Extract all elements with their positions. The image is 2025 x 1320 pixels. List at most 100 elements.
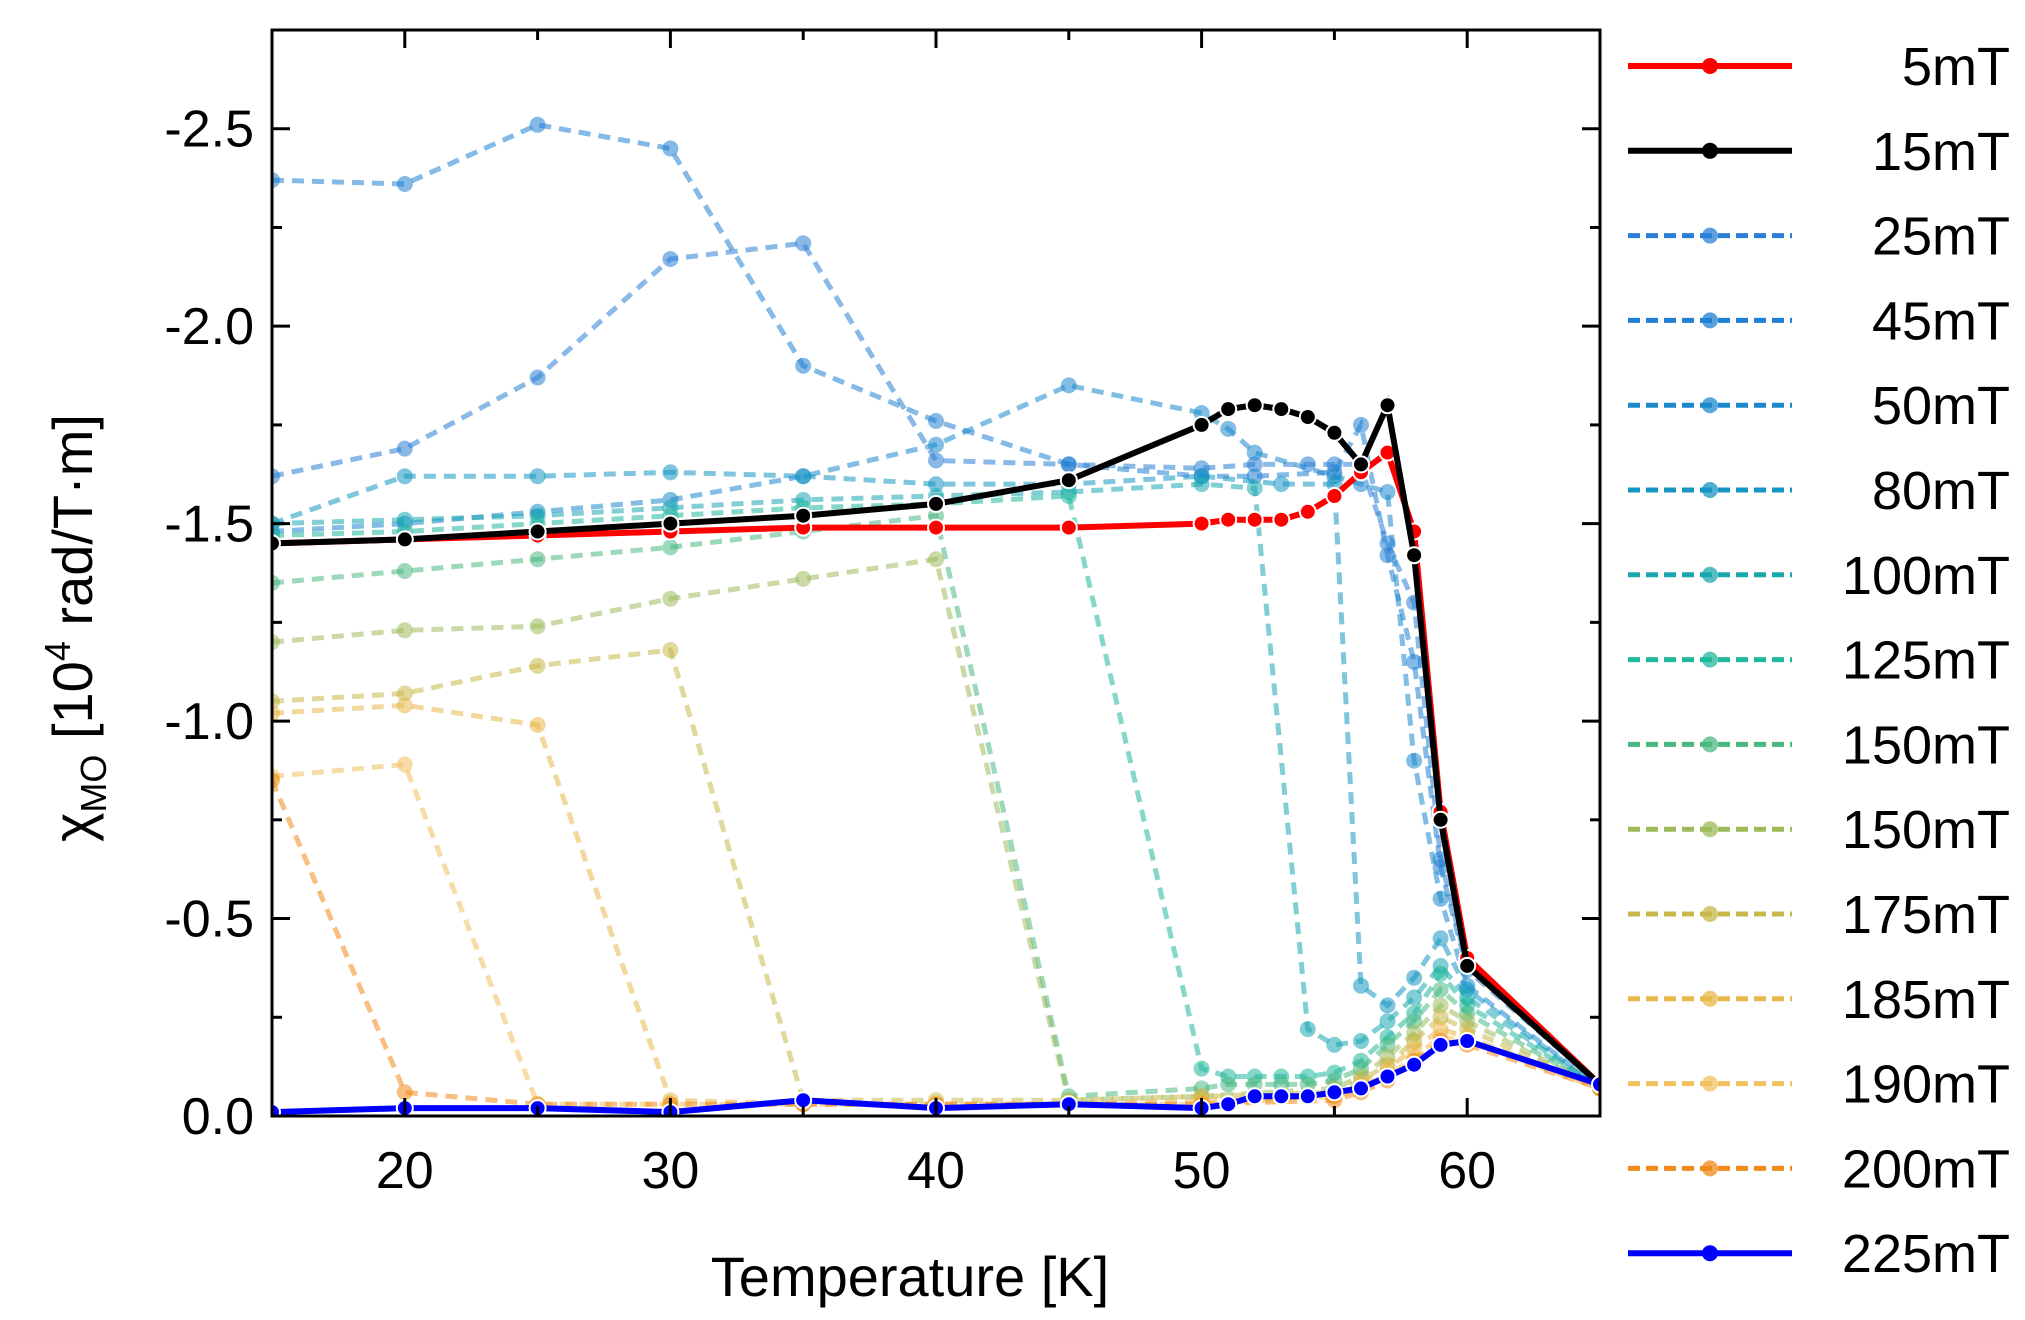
legend-marker bbox=[1702, 397, 1718, 414]
legend-marker bbox=[1702, 566, 1718, 583]
data-point bbox=[1245, 510, 1264, 529]
data-point bbox=[1272, 400, 1291, 419]
data-point bbox=[1432, 859, 1449, 876]
legend-item-50mT: 50mT bbox=[1628, 376, 2010, 436]
data-point bbox=[1591, 1075, 1600, 1094]
data-point bbox=[1192, 415, 1211, 434]
legend-item-15mT: 15mT bbox=[1628, 122, 2010, 182]
data-point bbox=[1245, 396, 1264, 415]
data-point bbox=[272, 1103, 281, 1116]
legend-marker bbox=[1702, 227, 1718, 244]
data-point bbox=[1406, 752, 1423, 769]
legend-item-190mT: 190mT bbox=[1628, 1055, 2010, 1115]
legend-label: 100mT bbox=[1842, 546, 2010, 606]
data-point bbox=[396, 511, 413, 528]
legend-label: 15mT bbox=[1872, 122, 2010, 182]
data-point bbox=[1353, 1033, 1369, 1049]
legend-marker bbox=[1702, 651, 1718, 668]
legend-label: 125mT bbox=[1842, 631, 2010, 691]
data-point bbox=[1298, 502, 1317, 521]
data-point bbox=[1060, 488, 1077, 504]
series-line bbox=[272, 702, 1600, 1107]
data-point bbox=[1353, 416, 1369, 433]
data-point bbox=[794, 1091, 813, 1110]
data-point bbox=[1379, 547, 1396, 564]
data-point bbox=[1406, 969, 1423, 986]
series-15mT bbox=[272, 395, 1600, 1094]
data-point bbox=[928, 436, 944, 453]
data-point bbox=[1431, 810, 1450, 829]
series-layer bbox=[272, 116, 1600, 1116]
y-axis-exponent: 4 bbox=[37, 641, 78, 661]
data-point bbox=[795, 357, 812, 374]
data-point bbox=[1378, 1067, 1397, 1086]
data-point bbox=[1298, 408, 1317, 426]
data-point bbox=[396, 1084, 413, 1101]
legend-item-150mT: 150mT bbox=[1628, 800, 2010, 860]
legend-marker bbox=[1702, 906, 1718, 922]
data-point bbox=[1458, 956, 1477, 975]
data-point bbox=[1060, 456, 1077, 473]
data-point bbox=[795, 570, 812, 587]
data-point bbox=[1326, 1036, 1343, 1053]
data-point bbox=[928, 476, 944, 493]
data-point bbox=[928, 413, 944, 429]
data-point bbox=[1353, 977, 1369, 994]
series-line bbox=[272, 469, 1600, 1091]
data-point bbox=[1378, 396, 1397, 415]
data-point bbox=[795, 235, 812, 252]
data-point bbox=[661, 514, 680, 533]
data-point bbox=[795, 468, 812, 485]
legend-item-185mT: 185mT bbox=[1628, 970, 2010, 1030]
data-point bbox=[1246, 480, 1263, 497]
data-point bbox=[395, 530, 414, 549]
data-point bbox=[1379, 484, 1396, 500]
data-point bbox=[1219, 1095, 1238, 1114]
data-point bbox=[272, 172, 280, 189]
data-point bbox=[927, 518, 945, 537]
x-tick-label: 30 bbox=[641, 1142, 699, 1200]
legend-label: 150mT bbox=[1842, 715, 2010, 775]
data-point bbox=[1192, 514, 1211, 533]
legend-item-225mT: 225mT bbox=[1628, 1224, 2010, 1284]
data-point bbox=[1432, 965, 1449, 982]
legend-label: 5mT bbox=[1902, 37, 2010, 97]
data-point bbox=[1219, 510, 1238, 529]
data-point bbox=[1246, 456, 1263, 473]
data-point bbox=[1059, 518, 1078, 537]
legend-marker bbox=[1702, 312, 1718, 329]
legend-item-175mT: 175mT bbox=[1628, 885, 2010, 945]
y-axis-unit-prefix: [10 bbox=[41, 661, 104, 754]
data-point bbox=[1458, 1032, 1477, 1050]
legend-label: 190mT bbox=[1842, 1055, 2010, 1115]
x-tick-label: 60 bbox=[1438, 1142, 1496, 1200]
y-axis-title: χMO [104 rad/T·m] bbox=[37, 414, 114, 842]
data-point bbox=[272, 468, 280, 485]
legend-marker bbox=[1702, 482, 1718, 498]
data-point bbox=[662, 642, 679, 658]
data-point bbox=[529, 468, 546, 485]
y-axis-symbol: χ bbox=[41, 813, 104, 842]
data-point bbox=[1406, 653, 1423, 670]
legend-item-100mT: 100mT bbox=[1628, 546, 2010, 606]
data-point bbox=[1432, 981, 1449, 998]
y-tick-label: -1.0 bbox=[164, 693, 254, 751]
legend-label: 200mT bbox=[1842, 1139, 2010, 1199]
series-225mT bbox=[272, 1032, 1600, 1116]
data-point bbox=[1432, 930, 1449, 947]
legend-item-200mT: 200mT bbox=[1628, 1139, 2010, 1199]
legend: 5mT 15mT 25mT 45mT 50mT 80mT 100mT 125mT 150mT 15… bbox=[1628, 37, 2010, 1284]
legend-label: 45mT bbox=[1872, 291, 2010, 351]
legend-marker bbox=[1702, 58, 1718, 74]
legend-marker bbox=[1702, 821, 1718, 838]
data-point bbox=[1406, 1013, 1423, 1030]
x-axis-title: Temperature [K] bbox=[711, 1245, 1109, 1308]
legend-label: 185mT bbox=[1842, 970, 2010, 1030]
legend-marker bbox=[1702, 1075, 1718, 1092]
legend-marker bbox=[1702, 736, 1718, 753]
data-point bbox=[1246, 444, 1263, 461]
data-point bbox=[662, 590, 679, 607]
data-point bbox=[396, 563, 413, 579]
legend-label: 150mT bbox=[1842, 800, 2010, 860]
